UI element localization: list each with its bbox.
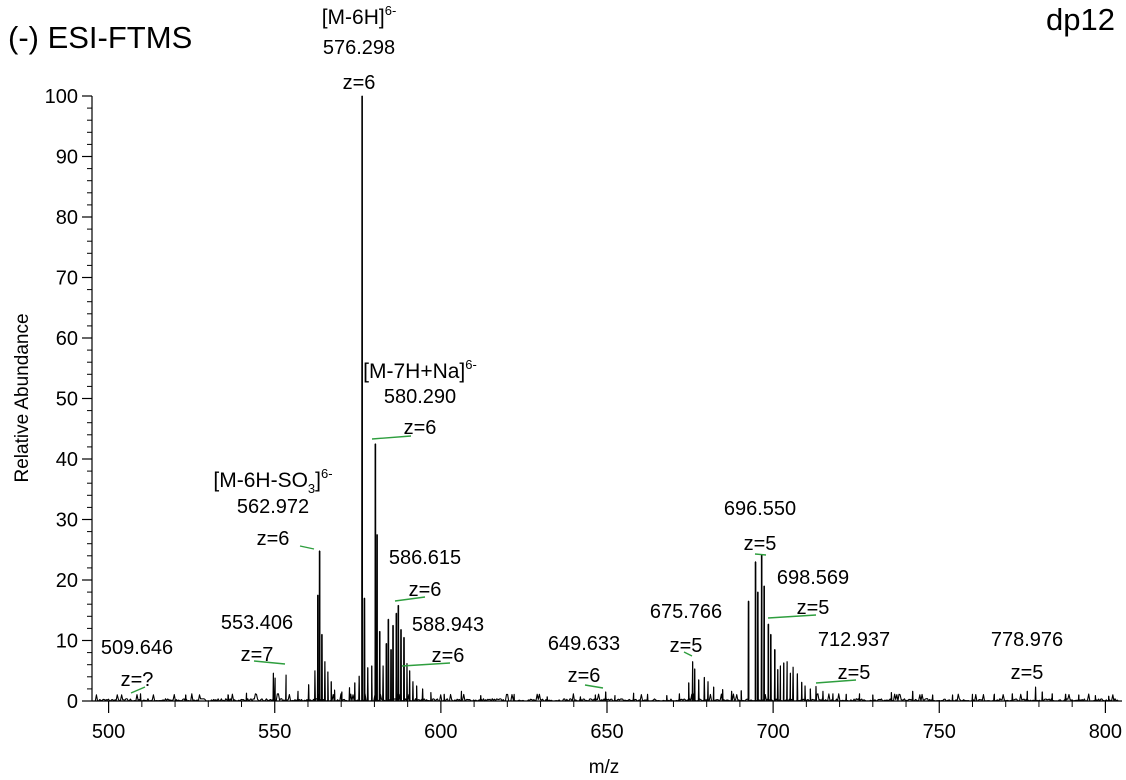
isotope-marker <box>584 684 604 689</box>
charge-label: z=6 <box>257 528 290 550</box>
ion-label-subscript: 3 <box>308 481 315 496</box>
isotope-marker <box>683 651 693 657</box>
x-tick-label: 500 <box>92 721 125 743</box>
charge-label: z=5 <box>838 662 871 684</box>
ion-label-text: [M-6H-SO <box>213 469 308 492</box>
y-axis-ticks: 0 10 20 30 40 50 60 70 80 90 100 <box>45 86 92 713</box>
y-tick-label: 40 <box>56 449 78 471</box>
mz-label: 778.976 <box>991 629 1063 651</box>
y-tick-label: 10 <box>56 631 78 653</box>
x-axis-label: m/z <box>589 757 620 778</box>
ion-label-superscript: 6- <box>321 466 333 481</box>
isotope-marker <box>754 553 767 556</box>
mz-label: 675.766 <box>650 601 722 623</box>
mz-label: 553.406 <box>221 612 293 634</box>
y-tick-label: 60 <box>56 328 78 350</box>
y-tick-label: 100 <box>45 86 78 108</box>
charge-label: z=6 <box>432 645 465 667</box>
chart-title: (-) ESI-FTMS <box>8 20 192 55</box>
peak-annotation: 696.550 z=5 <box>724 498 796 555</box>
spectrum-line <box>94 95 1119 702</box>
isotope-marker <box>815 679 857 684</box>
ion-label: [M-6H]6- <box>322 3 397 29</box>
x-tick-label: 650 <box>590 721 623 743</box>
mz-label: 509.646 <box>101 637 173 659</box>
peak-annotation: 649.633 z=6 <box>548 633 620 687</box>
charge-label: z=5 <box>670 635 703 657</box>
mz-label: 712.937 <box>818 629 890 651</box>
mz-label: 649.633 <box>548 633 620 655</box>
charge-label: z=5 <box>1011 662 1044 684</box>
peak-annotation: 586.615 z=6 <box>389 547 461 601</box>
mz-label: 588.943 <box>412 614 484 636</box>
peak-annotation: 588.943 z=6 <box>412 614 484 667</box>
charge-state-markers <box>130 435 857 694</box>
peak-annotation: 675.766 z=5 <box>650 601 722 657</box>
y-tick-label: 80 <box>56 207 78 229</box>
charge-label: z=6 <box>343 72 376 94</box>
charge-label: z=6 <box>568 665 601 687</box>
charge-label: z=? <box>121 669 154 691</box>
x-tick-label: 800 <box>1089 721 1122 743</box>
mz-label: 580.290 <box>384 386 456 408</box>
ion-label: [M-6H-SO3]6- <box>213 466 332 496</box>
charge-label: z=5 <box>744 533 777 555</box>
ion-label: [M-7H+Na]6- <box>363 357 477 383</box>
isotope-marker <box>394 596 426 602</box>
ion-label-superscript: 6- <box>465 357 477 372</box>
charge-label: z=6 <box>409 579 442 601</box>
peak-annotation: 553.406 z=7 <box>221 612 293 666</box>
peak-annotation: [M-6H]6- 576.298 z=6 <box>322 3 397 94</box>
isotope-marker <box>253 660 286 665</box>
ion-label-text: [M-7H+Na] <box>363 360 465 383</box>
ion-label-text: ] <box>315 469 321 492</box>
chart-title-right: dp12 <box>1046 2 1115 37</box>
mz-label: 698.569 <box>777 567 849 589</box>
y-tick-label: 70 <box>56 268 78 290</box>
peak-annotations: 509.646z=?553.406z=7[M-6H-SO3]6-562.972z… <box>101 3 1063 691</box>
y-tick-label: 0 <box>67 691 78 713</box>
isotope-marker <box>401 662 451 667</box>
charge-label: z=5 <box>797 597 830 619</box>
x-axis-ticks: 500 550 600 650 700 750 800 <box>92 701 1122 743</box>
isotope-marker <box>371 435 412 440</box>
peak-annotation: 712.937 z=5 <box>818 629 890 684</box>
x-tick-label: 600 <box>424 721 457 743</box>
mz-label: 576.298 <box>323 37 395 59</box>
isotope-marker <box>130 686 146 694</box>
mz-label: 696.550 <box>724 498 796 520</box>
x-tick-label: 750 <box>923 721 956 743</box>
x-tick-label: 700 <box>756 721 789 743</box>
y-tick-label: 90 <box>56 147 78 169</box>
peak-annotation: 698.569 z=5 <box>777 567 849 619</box>
x-tick-label: 550 <box>258 721 291 743</box>
mz-label: 586.615 <box>389 547 461 569</box>
y-tick-label: 20 <box>56 570 78 592</box>
y-tick-label: 30 <box>56 510 78 532</box>
y-axis-label: Relative Abundance <box>12 313 33 482</box>
peak-annotation: 509.646 z=? <box>101 637 173 691</box>
isotope-marker <box>299 545 315 550</box>
peak-annotation: 778.976 z=5 <box>991 629 1063 684</box>
mz-label: 562.972 <box>237 496 309 518</box>
charge-label: z=7 <box>241 644 274 666</box>
spectrum-trace <box>94 95 1119 702</box>
peak-annotation: [M-7H+Na]6- 580.290 z=6 <box>363 357 477 439</box>
isotope-marker <box>767 614 817 619</box>
ion-label-superscript: 6- <box>385 3 397 18</box>
y-tick-label: 50 <box>56 389 78 411</box>
charge-label: z=6 <box>404 417 437 439</box>
ion-label-text: [M-6H] <box>322 6 385 29</box>
